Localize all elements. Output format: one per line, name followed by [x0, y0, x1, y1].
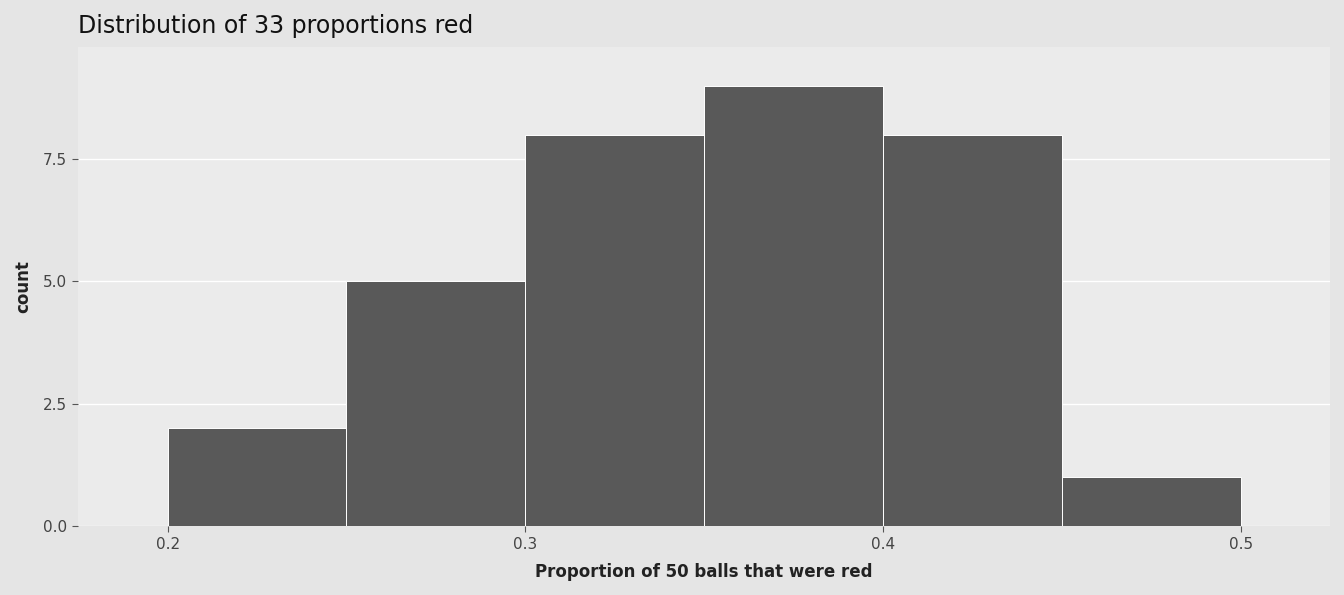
Bar	[168, 428, 347, 526]
X-axis label: Proportion of 50 balls that were red: Proportion of 50 balls that were red	[535, 563, 872, 581]
Bar	[1062, 477, 1241, 526]
Bar	[526, 135, 704, 526]
Bar	[347, 281, 526, 526]
Bar	[704, 86, 883, 526]
Y-axis label: count: count	[13, 260, 32, 313]
Bar	[883, 135, 1062, 526]
Text: Distribution of 33 proportions red: Distribution of 33 proportions red	[78, 14, 473, 38]
